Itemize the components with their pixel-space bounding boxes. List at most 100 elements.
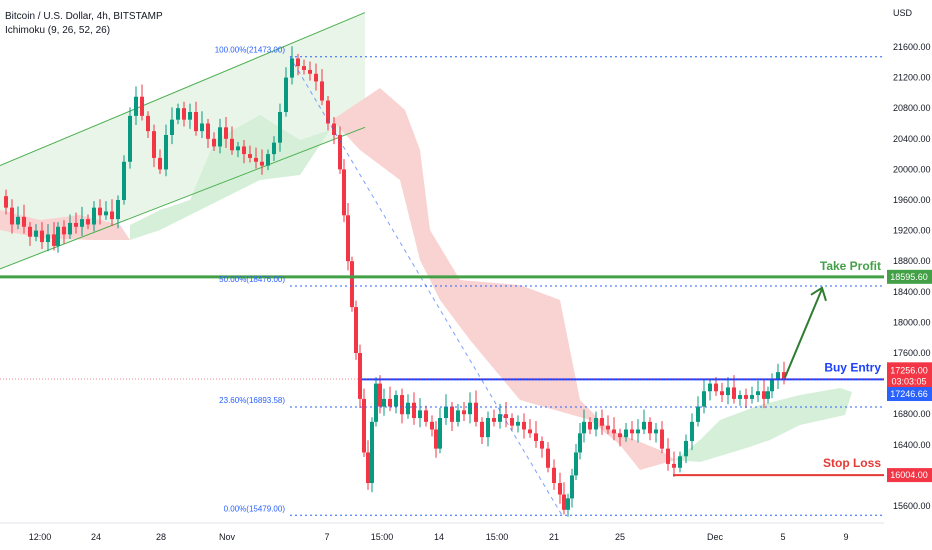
candle-body <box>660 429 664 449</box>
buy-entry-badge-text: 17256.00 <box>890 365 928 375</box>
fib-level-label: 23.60%(16893.58) <box>219 396 285 405</box>
candle-body <box>338 134 342 170</box>
forecast-arrow-line <box>784 288 823 378</box>
candle-body <box>86 219 90 225</box>
fib-level-label: 50.00%(18476.00) <box>219 275 285 284</box>
candle-body <box>468 402 472 415</box>
candle-body <box>134 96 138 116</box>
candle-body <box>696 406 700 422</box>
candle-body <box>62 226 66 235</box>
candle-body <box>618 433 622 438</box>
candle-body <box>456 410 460 422</box>
fib-level-label: 100.00%(21473.00) <box>215 46 286 55</box>
price-tick-label: 18400.00 <box>893 287 931 297</box>
candle-body <box>242 146 246 155</box>
price-tick-label: 19600.00 <box>893 195 931 205</box>
buy-entry-label: Buy Entry <box>824 360 881 374</box>
price-tick-label: 21200.00 <box>893 73 931 83</box>
candle-body <box>400 395 404 415</box>
candle-body <box>582 421 586 434</box>
candle-body <box>732 387 736 399</box>
candle-body <box>110 211 114 220</box>
price-tick-label: 16400.00 <box>893 440 931 450</box>
cloud-bullish-right <box>675 388 852 462</box>
candle-body <box>558 483 562 495</box>
candle-body <box>578 433 582 453</box>
candle-body <box>516 421 520 426</box>
candle-body <box>362 398 366 453</box>
stop-loss-badge-bg <box>887 468 932 483</box>
time-tick-label: 21 <box>549 532 559 542</box>
candle-body <box>176 108 180 120</box>
candle-body <box>430 421 434 430</box>
candle-body <box>194 112 198 132</box>
candle-body <box>504 414 508 419</box>
candle-body <box>34 230 38 237</box>
candle-body <box>212 138 216 147</box>
candle-body <box>444 406 448 419</box>
time-tick-label: 15:00 <box>486 532 509 542</box>
candle-body <box>140 96 144 116</box>
candle-body <box>594 418 598 430</box>
price-tick-label: 16800.00 <box>893 409 931 419</box>
candle-body <box>690 421 694 441</box>
candle-body <box>648 421 652 434</box>
price-tick-label: 18800.00 <box>893 256 931 266</box>
candle-body <box>374 383 378 422</box>
candle-body <box>152 131 156 158</box>
candle-body <box>260 161 264 166</box>
candle-body <box>654 429 658 434</box>
time-tick-label: 5 <box>780 532 785 542</box>
candle-body <box>272 142 276 155</box>
candle-body <box>412 402 416 419</box>
candle-body <box>424 410 428 422</box>
candle-body <box>56 226 60 246</box>
candle-body <box>46 234 50 243</box>
stop-loss-label: Stop Loss <box>823 456 881 470</box>
candle-body <box>366 452 370 484</box>
candle-body <box>636 429 640 434</box>
stop-loss-badge-text: 16004.00 <box>890 470 928 480</box>
candle-body <box>350 261 354 308</box>
candle-body <box>104 211 108 216</box>
candle-body <box>702 391 706 407</box>
time-tick-label: 12:00 <box>29 532 52 542</box>
buy-entry-badge-countdown: 03:03:05 <box>891 376 926 386</box>
candle-body <box>188 112 192 120</box>
candle-body <box>206 123 210 139</box>
candle-body <box>218 127 222 147</box>
candle-body <box>606 425 610 430</box>
candle-body <box>406 402 410 415</box>
candle-body <box>462 410 466 415</box>
candle-body <box>528 429 532 434</box>
candle-body <box>418 410 422 419</box>
candle-body <box>326 100 330 124</box>
candle-body <box>248 154 252 158</box>
candle-body <box>486 418 490 438</box>
forecast-arrow-head <box>810 286 827 302</box>
candle-body <box>434 429 438 449</box>
candle-body <box>266 154 270 166</box>
candle-body <box>678 456 682 468</box>
candle-body <box>492 418 496 422</box>
candle-body <box>534 433 538 441</box>
indicator-legend[interactable]: Ichimoku (9, 26, 52, 26) <box>5 25 111 36</box>
candle-body <box>254 157 258 162</box>
candle-body <box>22 216 26 227</box>
candle-body <box>296 58 300 67</box>
candle-body <box>782 372 786 380</box>
cloud-bearish <box>332 88 675 470</box>
candle-body <box>92 207 96 225</box>
candle-body <box>570 475 574 499</box>
price-tick-label: 20400.00 <box>893 134 931 144</box>
price-tick-label: 19200.00 <box>893 226 931 236</box>
candle-body <box>766 391 770 399</box>
candle-body <box>750 395 754 399</box>
candle-body <box>474 402 478 422</box>
cloud-bearish-left <box>0 210 130 240</box>
candle-body <box>230 138 234 151</box>
candle-body <box>762 391 766 399</box>
channel-fill <box>0 12 365 269</box>
candle-body <box>68 222 72 235</box>
